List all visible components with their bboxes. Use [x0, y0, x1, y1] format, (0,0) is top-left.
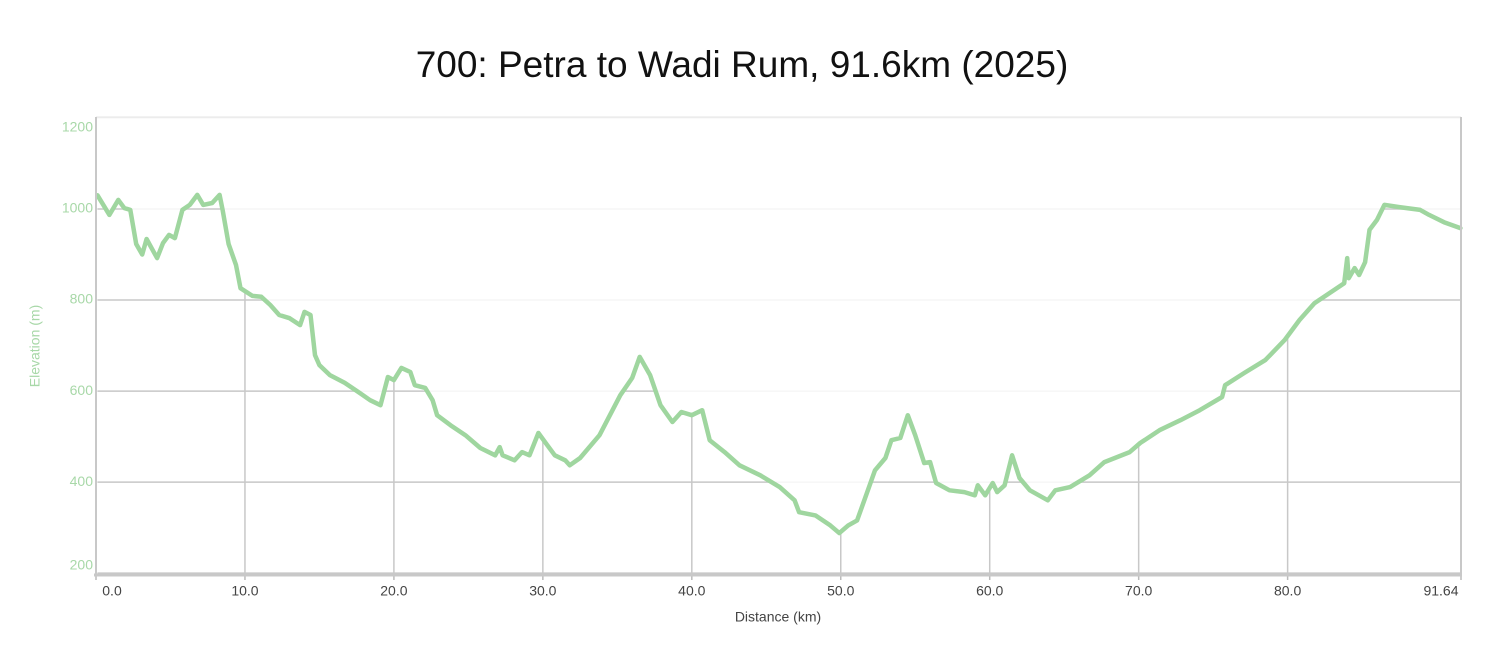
x-tick-label: 10.0: [231, 583, 258, 599]
x-tick-label: 50.0: [827, 583, 854, 599]
x-tick-label: 60.0: [976, 583, 1003, 599]
grid-dark: [97, 194, 1461, 575]
y-tick-label: 200: [70, 557, 94, 573]
x-tick-label: 80.0: [1274, 583, 1301, 599]
x-tick-label: 20.0: [380, 583, 407, 599]
plot: 200 400 600 800 1000 1200 0.0 10.0 20.0 30.0 40.0 5…: [62, 116, 1463, 599]
grid-faint: [96, 117, 1461, 574]
y-tick-label: 1000: [62, 200, 93, 216]
x-tick-label: 91.64: [1423, 583, 1458, 599]
chart-title: 700: Petra to Wadi Rum, 91.6km (2025): [416, 44, 1069, 85]
x-tick-label: 30.0: [529, 583, 556, 599]
x-tick-label: 0.0: [102, 583, 122, 599]
x-tick-label: 70.0: [1125, 583, 1152, 599]
elevation-line: [95, 192, 1463, 536]
y-tick-label: 600: [70, 382, 94, 398]
y-tick-label: 800: [70, 291, 94, 307]
x-tick-label: 40.0: [678, 583, 705, 599]
y-tick-label: 1200: [62, 119, 93, 135]
y-tick-label: 400: [70, 473, 94, 489]
x-axis-label: Distance (km): [735, 609, 821, 625]
y-axis-label: Elevation (m): [27, 305, 43, 387]
